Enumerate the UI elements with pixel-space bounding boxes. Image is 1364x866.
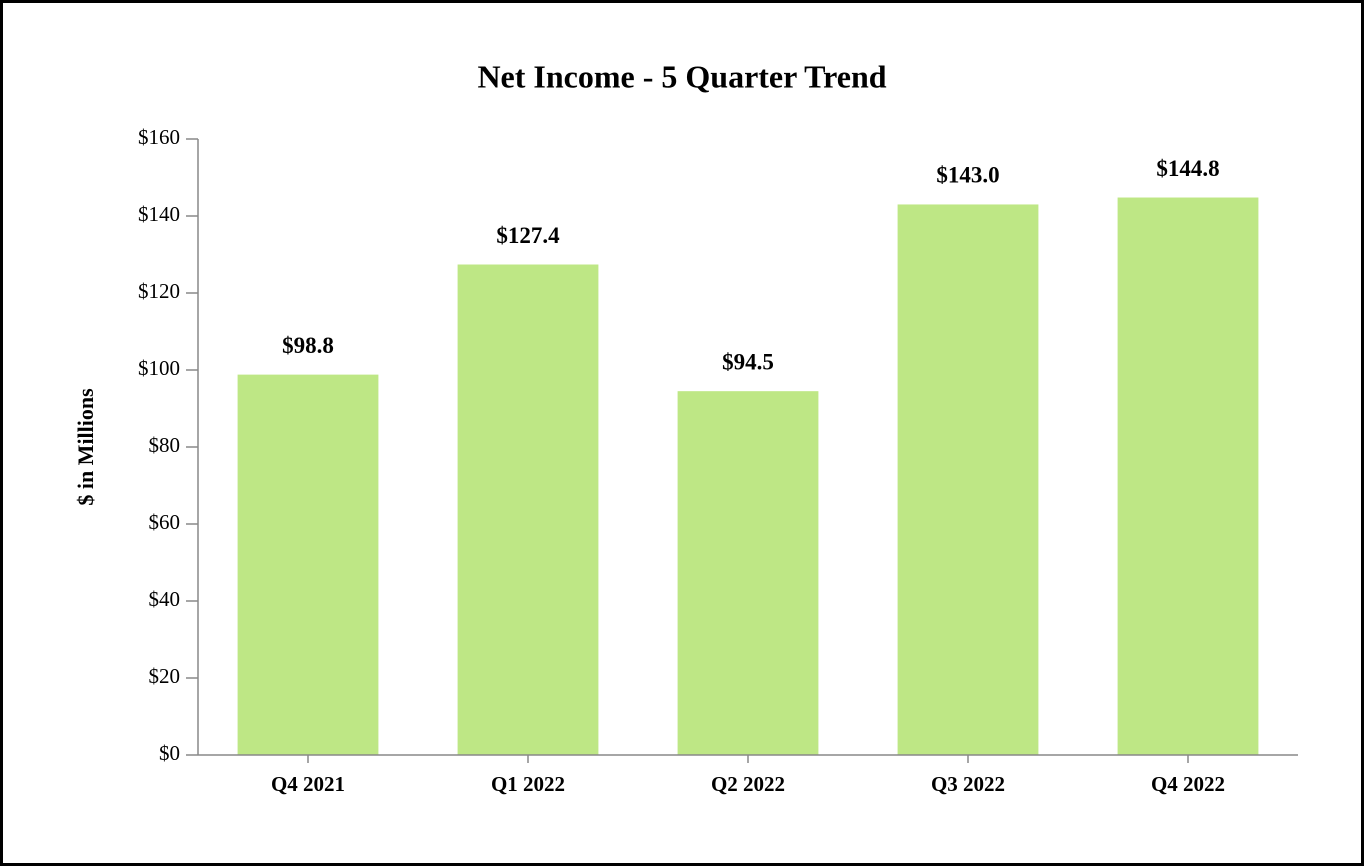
bar — [677, 391, 819, 755]
y-tick-label: $60 — [149, 510, 181, 534]
bar — [237, 374, 379, 755]
value-label: $143.0 — [936, 163, 999, 188]
value-label: $98.8 — [282, 333, 334, 358]
value-label: $127.4 — [496, 223, 560, 248]
y-tick-label: $100 — [138, 356, 180, 380]
y-tick-label: $0 — [159, 741, 180, 765]
value-label: $144.8 — [1156, 156, 1219, 181]
bar — [897, 204, 1039, 755]
y-tick-label: $120 — [138, 279, 180, 303]
y-tick-label: $160 — [138, 125, 180, 149]
y-tick-label: $20 — [149, 664, 181, 688]
x-tick-label: Q1 2022 — [491, 772, 565, 796]
y-tick-label: $40 — [149, 587, 181, 611]
y-axis-label: $ in Millions — [73, 388, 98, 506]
bar — [457, 264, 599, 755]
x-tick-label: Q2 2022 — [711, 772, 785, 796]
bar — [1117, 197, 1259, 755]
x-tick-label: Q3 2022 — [931, 772, 1005, 796]
x-tick-label: Q4 2022 — [1151, 772, 1225, 796]
y-tick-label: $80 — [149, 433, 181, 457]
x-tick-label: Q4 2021 — [271, 772, 345, 796]
chart-title: Net Income - 5 Quarter Trend — [477, 58, 886, 94]
value-label: $94.5 — [722, 349, 774, 374]
y-tick-label: $140 — [138, 202, 180, 226]
